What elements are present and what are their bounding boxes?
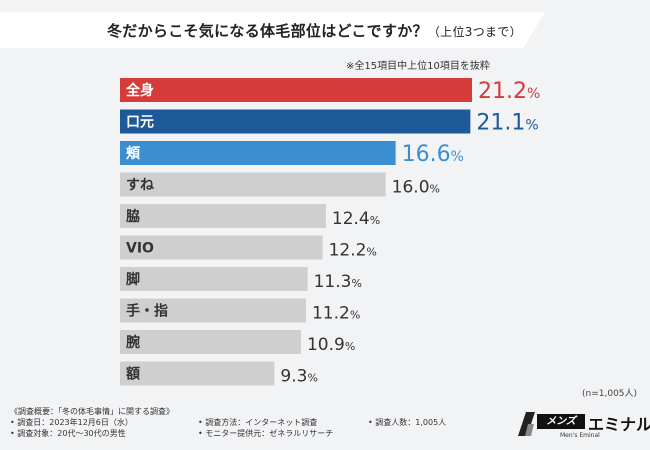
value-label-8: 10.9% bbox=[307, 335, 355, 355]
chart-title-main: 冬だからこそ気になる体毛部位はどこですか？ bbox=[107, 22, 428, 40]
sample-size-note: (n=1,005人) bbox=[582, 389, 638, 399]
chart-title-sub: （上位3つまで） bbox=[427, 25, 522, 39]
value-label-3: 16.0% bbox=[392, 178, 440, 198]
logo-name: エミナル bbox=[588, 415, 650, 434]
category-label-3: すね bbox=[126, 178, 154, 194]
survey-method: • 調査方法：インターネット調査 bbox=[198, 418, 318, 427]
category-label-1: 口元 bbox=[126, 115, 154, 131]
value-label-4: 12.4% bbox=[332, 209, 380, 229]
survey-count: • 調査人数：1,005人 bbox=[368, 418, 447, 427]
logo-mark-icon bbox=[518, 412, 535, 436]
chart-title: 冬だからこそ気になる体毛部位はどこですか？（上位3つまで） bbox=[107, 20, 547, 42]
logo-badge: メンズ bbox=[537, 414, 585, 429]
value-label-2: 16.6% bbox=[402, 142, 464, 167]
survey-summary: 《調査概要：「冬の体毛事情」に関する調査》 • 調査日：2023年12月6日（水… bbox=[10, 406, 510, 446]
category-label-4: 脇 bbox=[126, 208, 140, 225]
category-label-9: 額 bbox=[125, 366, 140, 383]
bar-4 bbox=[120, 204, 326, 228]
value-label-5: 12.2% bbox=[329, 241, 377, 261]
bar-7 bbox=[120, 298, 306, 323]
bar-9 bbox=[120, 361, 275, 386]
value-label-0: 21.2% bbox=[478, 79, 540, 104]
survey-date: • 調査日：2023年12月6日（水） bbox=[10, 418, 133, 427]
value-label-1: 21.1% bbox=[476, 111, 538, 136]
value-label-6: 11.3% bbox=[314, 272, 362, 292]
logo-tagline: Men's Eminal bbox=[560, 432, 600, 439]
category-label-0: 全身 bbox=[125, 82, 154, 99]
value-label-9: 9.3% bbox=[280, 367, 318, 387]
survey-target: • 調査対象：20代～30代の男性 bbox=[10, 429, 126, 438]
bar-1 bbox=[120, 109, 471, 134]
category-label-5: VIO bbox=[126, 241, 154, 257]
bar-chart: 全身 21.2% 口元 21.1% 頬 16.6% すね 16.0% 脇 12.4% VIO 12.2… bbox=[120, 78, 540, 387]
brand-logo: メンズ エミナル Men's Eminal bbox=[518, 410, 650, 442]
bar-6 bbox=[120, 267, 308, 291]
category-label-6: 脚 bbox=[126, 272, 140, 288]
value-label-7: 11.2% bbox=[312, 304, 360, 324]
bar-8 bbox=[120, 330, 301, 354]
bar-3 bbox=[120, 172, 386, 197]
category-label-2: 頬 bbox=[126, 145, 141, 162]
survey-provider: • モニター提供元：ゼネラルリサーチ bbox=[198, 429, 334, 438]
title-band bbox=[0, 12, 545, 48]
excerpt-note: ※全15項目中上位10項目を抜粋 bbox=[346, 61, 490, 72]
bar-5 bbox=[120, 235, 323, 260]
bar-0 bbox=[120, 78, 472, 102]
summary-title: 《調査概要：「冬の体毛事情」に関する調査》 bbox=[10, 407, 174, 416]
category-label-7: 手・指 bbox=[126, 303, 168, 320]
category-label-8: 腕 bbox=[126, 334, 140, 351]
bar-2 bbox=[120, 141, 396, 165]
